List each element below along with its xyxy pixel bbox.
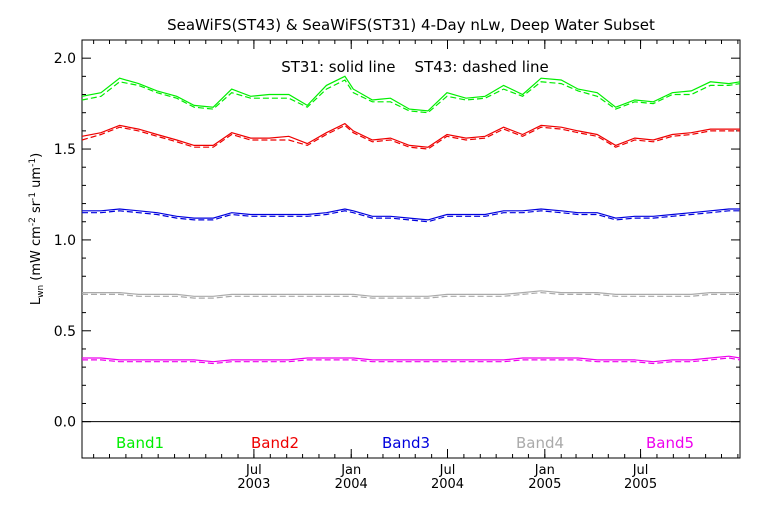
y-tick-label: 1.0: [54, 233, 76, 249]
x-tick-label-month: Jul: [632, 463, 649, 478]
band3-solid-line: [82, 208, 740, 221]
plot-frame: [81, 39, 741, 459]
x-tick-label-year: 2005: [624, 477, 657, 492]
band4-dashed-line: [82, 291, 740, 299]
band2-dashed-line: [81, 124, 740, 150]
band3-dashed-line: [82, 210, 740, 223]
x-tick-label-month: Jul: [245, 463, 262, 478]
band1-dashed-line: [81, 79, 741, 114]
y-tick-label: 0.0: [54, 415, 76, 431]
x-tick-label-month: Jul: [439, 463, 456, 478]
band1-solid-line: [81, 75, 741, 112]
legend-band2: Band2: [251, 434, 299, 452]
x-tick-label-year: 2004: [335, 477, 368, 492]
plot-area: 0.00.51.01.52.0Jul2003Jan2004Jul2004Jan2…: [54, 39, 741, 492]
legend-band3: Band3: [382, 434, 430, 452]
legend-band4: Band4: [516, 434, 564, 452]
x-tick-label-month: Jan: [534, 463, 555, 478]
chart-title: SeaWiFS(ST43) & SeaWiFS(ST31) 4-Day nLw,…: [167, 16, 655, 34]
y-tick-label: 2.0: [54, 51, 76, 67]
y-tick-label: 0.5: [54, 324, 76, 340]
band2-solid-line: [81, 122, 740, 148]
x-tick-label-year: 2005: [528, 477, 561, 492]
band5-dashed-line: [82, 357, 741, 365]
band5-solid-line: [82, 355, 741, 363]
band4-solid-line: [82, 290, 740, 297]
legend-band1: Band1: [116, 434, 164, 452]
x-tick-label-year: 2003: [237, 477, 270, 492]
legend-band5: Band5: [646, 434, 694, 452]
line-style-annotation: ST31: solid line ST43: dashed line: [281, 58, 549, 76]
x-tick-label-month: Jan: [340, 463, 361, 478]
x-tick-label-year: 2004: [431, 477, 464, 492]
y-tick-label: 1.5: [54, 142, 76, 158]
y-axis-label: Lwn (mW cm-2 sr-1 um-1): [28, 153, 46, 305]
